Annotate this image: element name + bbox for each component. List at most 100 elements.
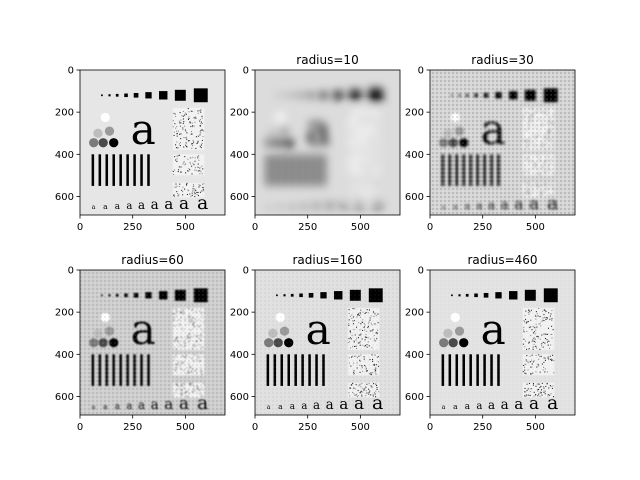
- square-mark: [320, 92, 327, 99]
- bar-mark: [133, 154, 136, 186]
- x-tick-label: 0: [77, 222, 83, 233]
- panel-title: radius=10: [296, 53, 358, 67]
- bar-mark: [91, 154, 95, 186]
- y-tick-label: 200: [55, 308, 74, 319]
- small-letter-mark: a: [92, 204, 96, 211]
- x-tick-label: 250: [473, 222, 492, 233]
- y-tick-label: 600: [405, 392, 424, 403]
- bar-mark: [287, 154, 290, 186]
- x-tick-label: 500: [351, 222, 370, 233]
- panel-title: radius=60: [121, 253, 183, 267]
- big-letter-mark: a: [306, 105, 331, 154]
- gray-circle: [284, 138, 294, 148]
- axes-frame: [254, 269, 401, 416]
- y-tick-label: 400: [230, 350, 249, 361]
- square-mark: [193, 88, 208, 103]
- square-mark: [349, 89, 361, 101]
- x-tick-label: 250: [298, 222, 317, 233]
- bar-mark: [266, 154, 270, 186]
- small-letter-mark: a: [267, 204, 271, 211]
- square-mark: [290, 93, 294, 97]
- x-tick-label: 0: [252, 222, 258, 233]
- y-tick-label: 200: [405, 308, 424, 319]
- gray-circle: [109, 138, 119, 148]
- bar-mark: [301, 154, 304, 186]
- ringing-overlay: [430, 70, 575, 215]
- small-letter-mark: a: [126, 201, 132, 212]
- bar-mark: [119, 154, 122, 186]
- x-tick-label: 500: [526, 222, 545, 233]
- x-tick-label: 0: [427, 422, 433, 433]
- x-tick-label: 0: [77, 422, 83, 433]
- square-mark: [276, 94, 278, 97]
- ringing-overlay: [80, 270, 225, 415]
- ringing-overlay: [430, 270, 575, 415]
- noise-block: [347, 182, 380, 198]
- gray-circle: [89, 138, 99, 148]
- noise-block: [172, 129, 205, 151]
- noise-block: [347, 129, 380, 151]
- bar-mark: [140, 154, 143, 186]
- y-tick-label: 600: [405, 192, 424, 203]
- gray-circle: [100, 112, 110, 123]
- bar-mark: [308, 154, 311, 186]
- axes-frame: [254, 69, 401, 216]
- y-tick-label: 400: [55, 350, 74, 361]
- square-mark: [174, 89, 186, 101]
- small-letter-mark: a: [354, 193, 364, 213]
- x-tick-label: 0: [427, 222, 433, 233]
- small-letter-mark: a: [197, 192, 208, 214]
- small-letter-mark: a: [326, 197, 334, 213]
- axes-frame: [79, 69, 226, 216]
- ringing-overlay: [255, 270, 400, 415]
- bar-mark: [98, 154, 102, 186]
- y-tick-label: 0: [418, 66, 424, 77]
- bar-mark: [126, 154, 129, 186]
- gray-circle: [264, 138, 274, 148]
- y-tick-label: 0: [243, 266, 249, 277]
- noise-block: [172, 182, 205, 198]
- bar-mark: [147, 154, 150, 186]
- y-tick-label: 400: [55, 150, 74, 161]
- x-tick-label: 500: [176, 422, 195, 433]
- square-mark: [159, 91, 168, 100]
- y-tick-label: 600: [55, 192, 74, 203]
- y-tick-label: 200: [55, 108, 74, 119]
- y-tick-label: 600: [230, 192, 249, 203]
- gray-circle: [273, 138, 283, 148]
- y-tick-label: 200: [230, 308, 249, 319]
- square-mark: [299, 93, 303, 98]
- y-tick-label: 0: [68, 66, 74, 77]
- panel-title: radius=160: [292, 253, 362, 267]
- y-tick-label: 400: [405, 350, 424, 361]
- square-mark: [124, 93, 128, 98]
- square-mark: [368, 88, 383, 103]
- x-tick-label: 500: [176, 222, 195, 233]
- square-mark: [308, 92, 314, 98]
- bar-mark: [273, 154, 277, 186]
- square-mark: [101, 94, 103, 97]
- bar-mark: [294, 154, 297, 186]
- noise-block: [172, 154, 205, 176]
- small-letter-mark: a: [179, 193, 189, 213]
- small-letter-mark: a: [301, 201, 307, 212]
- small-letter-mark: a: [278, 202, 283, 211]
- y-tick-label: 200: [405, 108, 424, 119]
- y-tick-label: 0: [68, 266, 74, 277]
- noise-block: [172, 107, 205, 130]
- gray-circle: [279, 126, 290, 136]
- small-letter-mark: a: [164, 195, 173, 213]
- square-mark: [115, 93, 119, 97]
- gray-circle: [275, 112, 285, 123]
